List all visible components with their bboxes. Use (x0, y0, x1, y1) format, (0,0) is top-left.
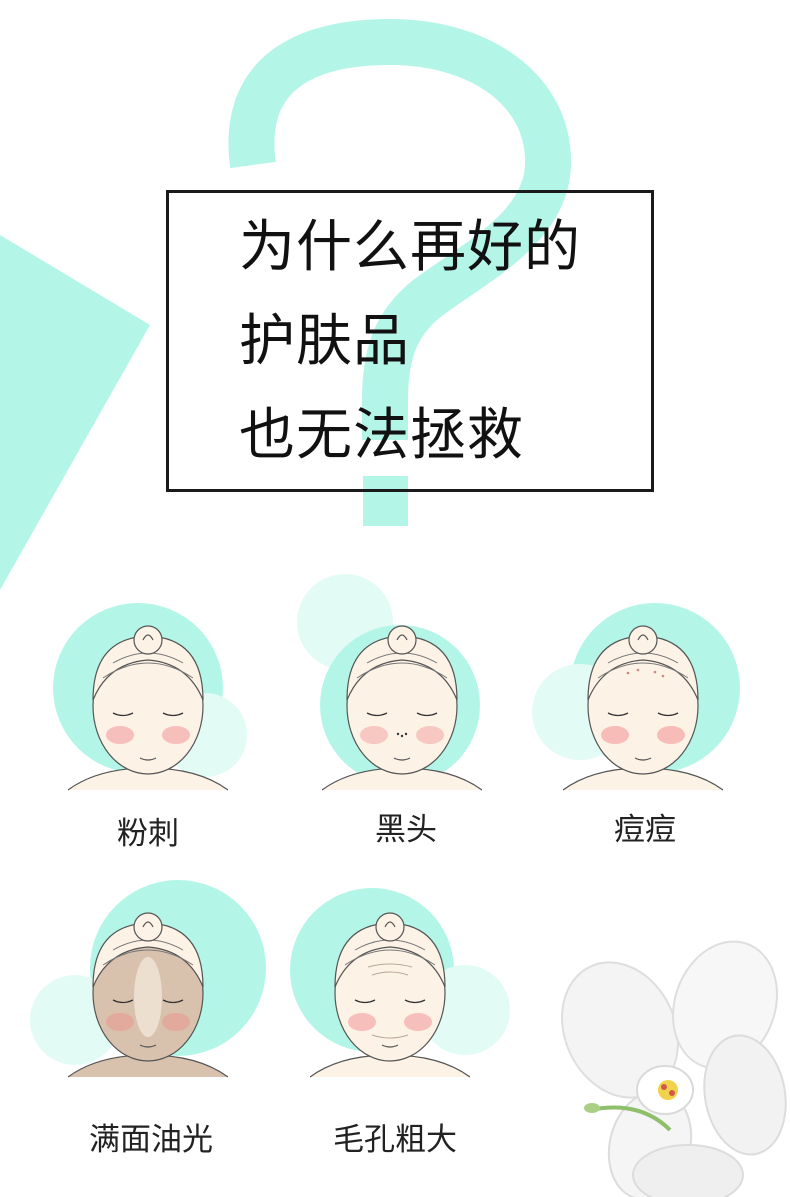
problem-label-blackheads: 黑头 (375, 812, 437, 848)
headline-line-2: 护肤品 (239, 309, 410, 374)
white-orchid-icon (561, 940, 787, 1197)
face-blackheads-icon (322, 625, 482, 791)
problem-label-acne: 痘痘 (614, 812, 676, 848)
question-mark-icon (228, 18, 571, 526)
problem-label-large-pores: 毛孔粗大 (333, 1122, 457, 1158)
headline-box: 为什么再好的 护肤品 也无法拯救 (166, 190, 654, 492)
problem-label-oily: 满面油光 (89, 1122, 213, 1158)
teal-triangle-shape (0, 235, 150, 590)
face-oily-icon (68, 912, 228, 1078)
face-whiteheads-icon (68, 625, 228, 791)
headline-line-3: 也无法拯救 (239, 403, 524, 468)
problem-label-whiteheads: 粉刺 (117, 816, 179, 852)
headline-line-1: 为什么再好的 (239, 215, 581, 280)
face-large-pores-icon (310, 912, 470, 1078)
face-acne-icon (563, 625, 723, 791)
